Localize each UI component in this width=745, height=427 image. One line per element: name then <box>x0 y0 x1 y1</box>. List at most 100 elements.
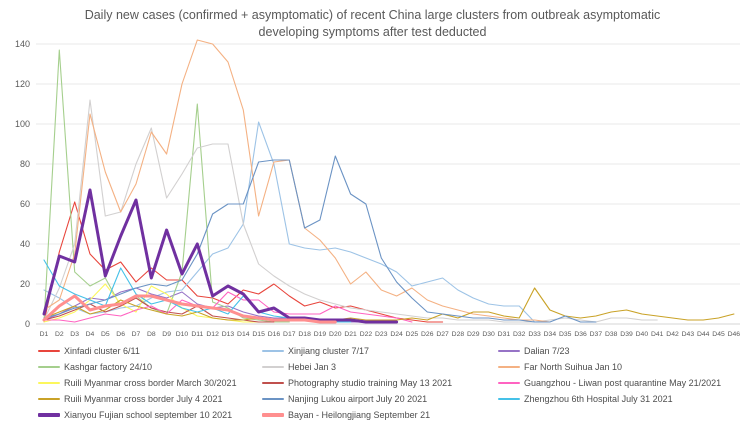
y-tick-label: 40 <box>20 239 30 249</box>
legend-swatch <box>38 350 60 352</box>
x-tick-label: D30 <box>482 331 495 338</box>
legend-item: Xinfadi cluster 6/11 <box>38 346 262 356</box>
x-tick-label: D29 <box>467 331 480 338</box>
chart-legend: Xinfadi cluster 6/11 Xinjiang cluster 7/1… <box>38 343 740 423</box>
legend-label: Far North Suihua Jan 10 <box>524 362 623 372</box>
series-line-6 <box>43 283 275 323</box>
series-line-1 <box>43 121 536 323</box>
x-tick-label: D12 <box>206 331 219 338</box>
legend-swatch <box>38 398 60 400</box>
x-tick-label: D14 <box>237 331 250 338</box>
x-tick-label: D31 <box>498 331 511 338</box>
x-tick-label: D6 <box>116 331 125 338</box>
x-tick-label: D24 <box>390 331 403 338</box>
y-tick-label: 0 <box>25 319 30 329</box>
legend-item: Nanjing Lukou airport July 20 2021 <box>262 394 498 404</box>
x-tick-label: D45 <box>712 331 725 338</box>
legend-label: Nanjing Lukou airport July 20 2021 <box>288 394 428 404</box>
legend-label: Zhengzhou 6th Hospital July 31 2021 <box>524 394 673 404</box>
series-line-8 <box>43 291 413 323</box>
legend-swatch <box>262 398 284 400</box>
series-line-12 <box>42 188 399 324</box>
x-tick-label: D4 <box>86 331 95 338</box>
x-tick-label: D34 <box>544 331 557 338</box>
y-tick-label: 120 <box>15 79 30 89</box>
x-tick-label: D10 <box>176 331 189 338</box>
legend-item: Zhengzhou 6th Hospital July 31 2021 <box>498 394 740 404</box>
x-tick-label: D35 <box>559 331 572 338</box>
x-tick-label: D7 <box>132 331 141 338</box>
y-tick-label: 140 <box>15 39 30 49</box>
legend-item: Dalian 7/23 <box>498 346 740 356</box>
legend-swatch <box>262 350 284 352</box>
legend-swatch <box>262 382 284 384</box>
x-tick-label: D3 <box>70 331 79 338</box>
legend-swatch <box>262 413 284 417</box>
x-tick-label: D26 <box>421 331 434 338</box>
x-tick-label: D44 <box>697 331 710 338</box>
x-tick-label: D40 <box>636 331 649 338</box>
x-tick-label: D16 <box>268 331 281 338</box>
x-tick-label: D42 <box>666 331 679 338</box>
legend-swatch <box>38 366 60 368</box>
x-tick-label: D23 <box>375 331 388 338</box>
x-tick-label: D46 <box>728 331 741 338</box>
legend-label: Guangzhou - Liwan post quarantine May 21… <box>524 378 722 388</box>
legend-label: Ruili Myanmar cross border July 4 2021 <box>64 394 223 404</box>
series-line-10 <box>43 155 597 323</box>
x-tick-label: D20 <box>329 331 342 338</box>
x-tick-label: D18 <box>298 331 311 338</box>
legend-label: Hebei Jan 3 <box>288 362 337 372</box>
legend-swatch <box>498 382 520 384</box>
x-tick-label: D39 <box>620 331 633 338</box>
legend-item: Ruili Myanmar cross border July 4 2021 <box>38 394 262 404</box>
y-tick-label: 20 <box>20 279 30 289</box>
x-tick-label: D43 <box>682 331 695 338</box>
series-line-4 <box>43 99 658 323</box>
x-tick-label: D37 <box>590 331 603 338</box>
x-tick-label: D27 <box>436 331 449 338</box>
legend-item: Xianyou Fujian school september 10 2021 <box>38 410 262 420</box>
legend-label: Dalian 7/23 <box>524 346 570 356</box>
x-tick-label: D9 <box>162 331 171 338</box>
x-tick-label: D22 <box>360 331 373 338</box>
x-tick-label: D41 <box>651 331 664 338</box>
legend-item: Far North Suihua Jan 10 <box>498 362 740 372</box>
legend-label: Bayan - Heilongjiang September 21 <box>288 410 431 420</box>
x-tick-label: D38 <box>605 331 618 338</box>
legend-label: Kashgar factory 24/10 <box>64 362 153 372</box>
x-tick-label: D2 <box>55 331 64 338</box>
y-tick-label: 80 <box>20 159 30 169</box>
legend-swatch <box>498 350 520 352</box>
legend-item: Xinjiang cluster 7/17 <box>262 346 498 356</box>
x-tick-label: D5 <box>101 331 110 338</box>
legend-label: Xinfadi cluster 6/11 <box>64 346 140 356</box>
x-tick-label: D25 <box>406 331 419 338</box>
x-tick-label: D15 <box>252 331 265 338</box>
legend-item: Hebei Jan 3 <box>262 362 498 372</box>
legend-item: Bayan - Heilongjiang September 21 <box>262 410 498 420</box>
x-tick-label: D33 <box>528 331 541 338</box>
x-tick-label: D19 <box>314 331 327 338</box>
series-line-9 <box>43 287 735 321</box>
series-line-13 <box>42 294 337 324</box>
legend-swatch <box>498 366 520 368</box>
legend-item: Kashgar factory 24/10 <box>38 362 262 372</box>
series-line-5 <box>43 39 551 323</box>
x-tick-label: D17 <box>283 331 296 338</box>
x-tick-label: D21 <box>344 331 357 338</box>
x-tick-label: D28 <box>452 331 465 338</box>
x-tick-label: D11 <box>191 331 203 338</box>
x-tick-label: D13 <box>222 331 235 338</box>
legend-swatch <box>38 382 60 384</box>
legend-swatch <box>38 413 60 417</box>
y-tick-label: 60 <box>20 199 30 209</box>
legend-label: Photography studio training May 13 2021 <box>288 378 453 388</box>
legend-swatch <box>498 398 520 400</box>
x-tick-label: D8 <box>147 331 156 338</box>
legend-label: Xinjiang cluster 7/17 <box>288 346 370 356</box>
legend-label: Xianyou Fujian school september 10 2021 <box>64 410 233 420</box>
legend-item: Photography studio training May 13 2021 <box>262 378 498 388</box>
